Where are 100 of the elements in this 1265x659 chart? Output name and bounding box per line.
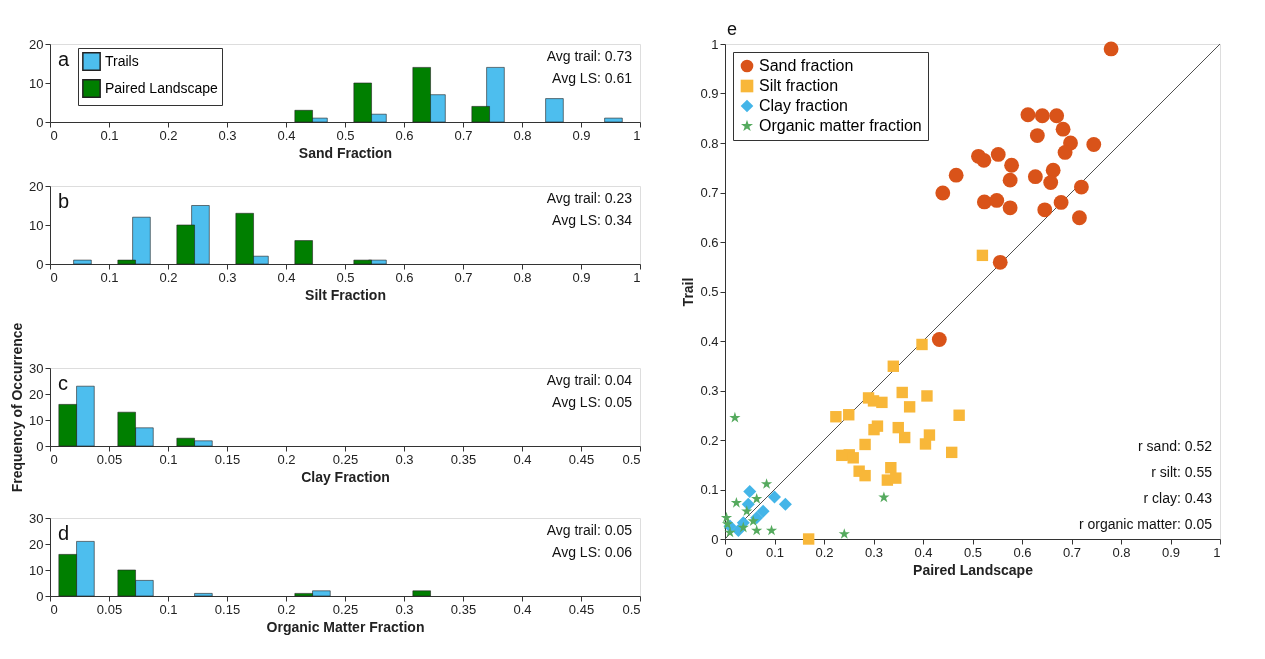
y-tick-label: 10: [29, 562, 44, 578]
y-tick-label: 0: [711, 531, 719, 547]
x-tick-label: 0: [50, 269, 58, 285]
x-tick-label: 1: [1213, 544, 1221, 560]
x-tick-label: 0.05: [96, 451, 123, 467]
point: [903, 401, 916, 413]
y-tick-label: 0: [36, 256, 44, 272]
x-tick-label: 1: [633, 269, 641, 285]
x-axis-title: Sand Fraction: [298, 144, 393, 161]
point: [898, 431, 911, 444]
x-tick-label: 0.1: [159, 451, 178, 467]
annotation: b: [58, 190, 70, 212]
point: [751, 524, 763, 536]
x-tick-label: 0.6: [395, 269, 414, 285]
point: [916, 338, 928, 351]
annotation: c: [58, 372, 68, 394]
x-tick-label: 0.1: [100, 269, 119, 285]
point: [1002, 172, 1018, 188]
x-tick-label: 0.8: [513, 127, 532, 143]
legend-label: Paired Landscape: [105, 79, 219, 96]
point: [953, 409, 965, 421]
x-tick-label: 0: [725, 544, 733, 560]
x-tick-label: 0.2: [159, 127, 178, 143]
x-tick-label: 0.35: [450, 601, 477, 617]
annotation: r sand: 0.52: [1138, 438, 1213, 454]
x-tick-label: 0.1: [765, 544, 785, 560]
x-tick-label: 0.2: [277, 451, 296, 467]
y-tick-label: 0.9: [700, 86, 719, 101]
annotation: r organic matter: 0.05: [1078, 516, 1213, 532]
x-tick-label: 0.9: [572, 127, 591, 143]
point: [843, 409, 855, 421]
point: [919, 438, 932, 450]
y-tick-label: 0.1: [700, 482, 719, 497]
x-tick-label: 0.6: [395, 127, 414, 143]
x-axis-title: Organic Matter Fraction: [266, 618, 425, 635]
point: [885, 462, 897, 474]
x-tick-label: 0.3: [395, 451, 414, 467]
point: [992, 254, 1008, 270]
legend-label: Trails: [105, 52, 139, 69]
y-axis-title: Frequency of Occurrence: [9, 322, 26, 493]
x-tick-label: 0.7: [1062, 544, 1082, 560]
point: [976, 152, 992, 168]
point: [946, 446, 958, 459]
point: [730, 496, 743, 508]
x-tick-label: 0: [50, 451, 58, 467]
x-tick-label: 0.5: [336, 269, 355, 285]
y-tick-label: 10: [29, 412, 44, 428]
point: [1057, 145, 1073, 160]
point: [1002, 200, 1018, 216]
y-tick-label: 30: [29, 510, 44, 526]
y-tick-label: 0.5: [700, 284, 719, 299]
annotation: a: [58, 48, 70, 70]
y-tick-label: 10: [29, 75, 44, 91]
x-tick-label: 0.2: [159, 269, 178, 285]
point: [948, 167, 964, 183]
x-tick-label: 0.05: [96, 601, 123, 617]
x-tick-label: 0.1: [159, 601, 178, 617]
y-tick-label: 0: [36, 114, 44, 130]
annotation: Avg trail: 0.04: [546, 372, 633, 388]
x-tick-label: 0.2: [277, 601, 296, 617]
x-tick-label: 0.5: [622, 451, 641, 467]
x-tick-label: 0.45: [568, 601, 595, 617]
x-tick-label: 0: [50, 601, 58, 617]
x-tick-label: 0.7: [454, 127, 473, 143]
point: [756, 504, 770, 518]
point: [868, 423, 880, 436]
legend-label: Organic matter fraction: [759, 117, 922, 134]
annotation: d: [58, 522, 70, 544]
point: [1055, 121, 1071, 137]
y-tick-label: 20: [29, 386, 44, 402]
y-tick-label: 10: [29, 217, 44, 233]
x-tick-label: 0.4: [277, 269, 296, 285]
point: [741, 497, 755, 511]
x-tick-label: 0.4: [914, 544, 933, 560]
point: [751, 492, 763, 504]
x-tick-label: 0.1: [100, 127, 119, 143]
bar: [194, 593, 213, 597]
x-tick-label: 0.9: [572, 269, 591, 285]
point: [859, 469, 871, 482]
x-tick-label: 0.4: [277, 127, 296, 143]
annotation: Avg LS: 0.06: [552, 544, 633, 560]
y-tick-label: 0.7: [700, 185, 719, 200]
y-tick-label: 30: [29, 360, 44, 376]
annotation: Avg trail: 0.05: [546, 522, 633, 538]
point: [990, 146, 1006, 162]
point: [859, 438, 871, 451]
point: [1029, 128, 1045, 143]
point: [741, 505, 753, 517]
x-tick-label: 0.5: [622, 601, 641, 617]
legend-label: Sand fraction: [759, 57, 854, 74]
x-tick-label: 0.4: [513, 601, 532, 617]
point: [838, 528, 850, 539]
point: [767, 490, 782, 504]
point: [1049, 108, 1065, 124]
point: [737, 521, 749, 533]
point: [724, 526, 736, 538]
x-axis-title: Silt Fraction: [305, 286, 386, 303]
x-tick-label: 0.7: [454, 269, 473, 285]
text: e: [727, 19, 738, 39]
point: [760, 478, 773, 489]
